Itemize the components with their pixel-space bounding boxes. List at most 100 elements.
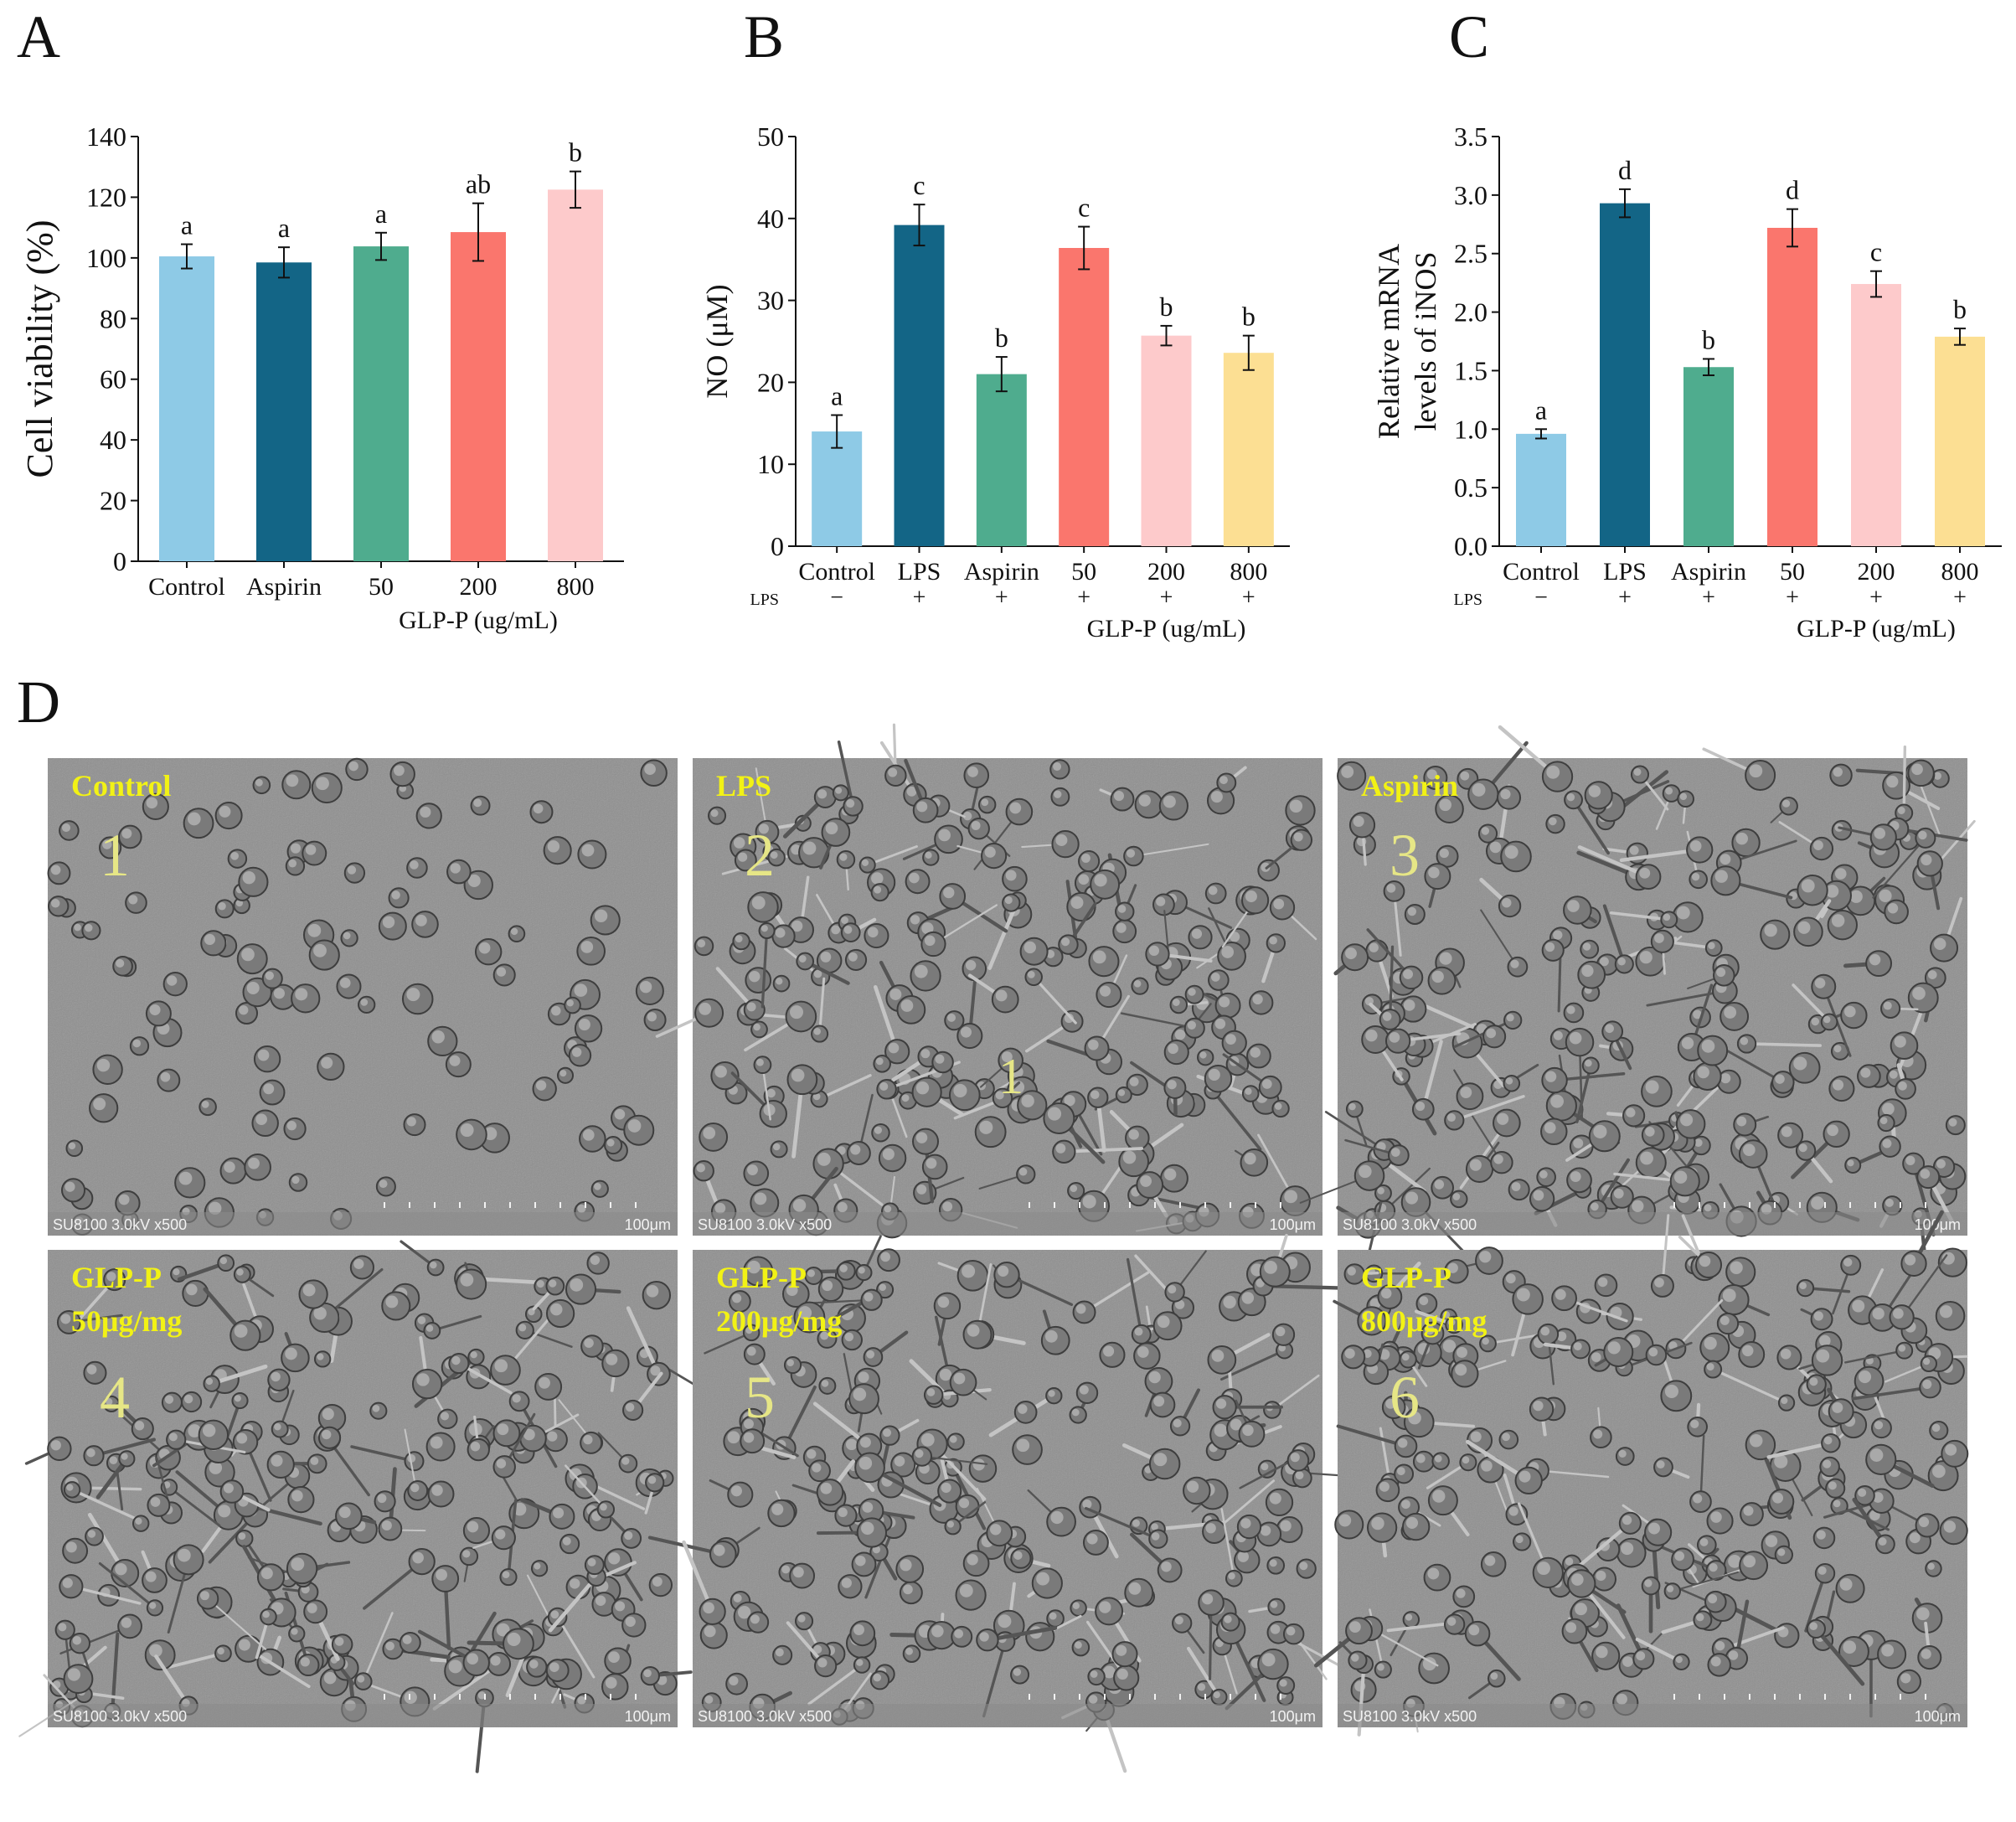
y-tick-label: 140 [86, 121, 126, 152]
cell-highlight [483, 1127, 498, 1140]
bar [159, 256, 214, 561]
y-tick-label: 30 [757, 286, 784, 316]
panel-label-a: A [17, 3, 60, 70]
cell-highlight [1515, 1535, 1524, 1544]
cell-highlight [62, 1577, 73, 1588]
cell-highlight [1460, 1086, 1472, 1098]
cell-highlight [1432, 1489, 1446, 1503]
cell-highlight [1663, 913, 1671, 921]
cell-highlight [946, 1520, 955, 1528]
cell-highlight [1255, 1278, 1265, 1288]
cell-highlight [460, 1272, 474, 1287]
cell-process [1369, 1627, 1439, 1667]
cell-highlight [1728, 1555, 1741, 1568]
cell-highlight [1116, 922, 1127, 933]
cell-highlight [905, 1647, 913, 1655]
cell-highlight [1827, 1124, 1838, 1137]
cell-highlight [990, 1524, 1002, 1536]
cell-highlight [1224, 1615, 1232, 1623]
cell-process [1766, 1441, 1833, 1459]
cell-highlight [1714, 1640, 1725, 1651]
cell-highlight [1070, 1185, 1078, 1192]
cell-highlight [821, 1380, 829, 1387]
cell-highlight [1858, 1370, 1872, 1384]
cell-highlight [58, 1623, 67, 1632]
cell-highlight [262, 1611, 270, 1618]
cell-highlight [93, 1097, 106, 1111]
cell-process [432, 1662, 501, 1711]
bar [353, 246, 409, 561]
lps-row-label: LPS [750, 591, 779, 609]
cell-highlight [1676, 906, 1690, 920]
cell-highlight [535, 1080, 547, 1091]
cell-highlight [627, 1119, 642, 1133]
cell-highlight [1565, 1622, 1577, 1634]
cell-highlight [1219, 776, 1228, 785]
cell-highlight [72, 1635, 82, 1645]
cell-highlight [549, 1279, 557, 1288]
sem-scale-text: 100μm [1915, 1708, 1961, 1725]
cell-highlight [733, 1593, 742, 1603]
x-tick-label: 50 [1071, 558, 1096, 586]
cell-highlight [873, 1673, 882, 1682]
cell-highlight [118, 1194, 130, 1205]
cell-highlight [600, 1503, 607, 1511]
cell-highlight [1047, 1107, 1062, 1121]
cell-highlight [238, 1639, 250, 1651]
cell-highlight [1273, 898, 1285, 910]
cell-highlight [1664, 1384, 1678, 1398]
cell-highlight [497, 1423, 509, 1436]
cell-highlight [1645, 1127, 1655, 1137]
lps-sign: + [913, 585, 926, 611]
cell-highlight [1415, 1453, 1426, 1463]
x-tick-label: 200 [1858, 558, 1895, 586]
cell-highlight [1408, 1411, 1421, 1425]
bar [1600, 203, 1650, 546]
cell-highlight [338, 1506, 351, 1519]
cell-highlight [248, 1157, 260, 1169]
cell-highlight [1295, 1471, 1304, 1480]
cell-highlight [149, 1004, 161, 1016]
bar [812, 431, 863, 546]
cell-highlight [1230, 1418, 1242, 1431]
cell-highlight [1280, 1520, 1292, 1532]
cell-highlight [802, 841, 817, 855]
cell-highlight [1934, 937, 1946, 951]
cell-highlight [1504, 845, 1518, 859]
cell-highlight [1446, 1617, 1457, 1626]
cell-highlight [145, 1571, 157, 1582]
cell-highlight [1537, 1561, 1550, 1576]
bar [1141, 335, 1192, 546]
cell-highlight [962, 811, 972, 821]
cell-highlight [1163, 795, 1176, 808]
sem-condition-label: Control [71, 769, 171, 803]
cell-highlight [1852, 1299, 1865, 1313]
cell-highlight [450, 863, 461, 874]
cell-process [1716, 1370, 1788, 1405]
cell-highlight [1173, 1418, 1182, 1427]
cell-highlight [1569, 1031, 1582, 1045]
x-tick-label: 50 [1780, 558, 1805, 586]
cell-highlight [385, 1641, 394, 1651]
cell-highlight [467, 874, 481, 887]
cell-highlight [1269, 936, 1277, 945]
cell-highlight [1140, 1175, 1152, 1187]
cell-highlight [236, 1432, 248, 1444]
cell-process [626, 1306, 661, 1376]
y-axis-label: Relative mRNA [1372, 244, 1405, 439]
sem-image-number: 6 [1390, 1364, 1420, 1431]
cell-highlight [291, 1557, 305, 1572]
cell-highlight [339, 978, 351, 988]
cell-highlight [224, 1161, 235, 1173]
cell-highlight [1597, 1277, 1608, 1288]
cell-highlight [879, 1081, 889, 1091]
sem-scale-text: 100μm [1270, 1216, 1316, 1233]
cell-highlight [1539, 1170, 1548, 1179]
cell-process [1671, 1571, 1739, 1592]
cell-highlight [559, 1070, 567, 1077]
cell-process [1851, 1386, 1932, 1401]
cell-highlight [1882, 1102, 1895, 1116]
cell-highlight [615, 1601, 626, 1612]
cell-highlight [316, 777, 329, 791]
